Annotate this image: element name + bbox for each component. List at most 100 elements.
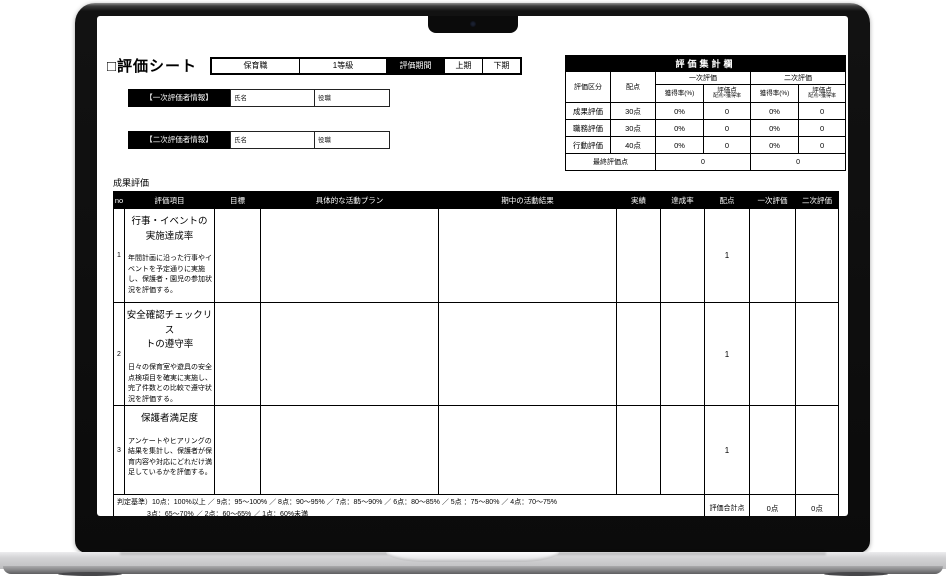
goal-cell[interactable]	[214, 301, 261, 407]
secondary-evaluator-section-label: 【二次評価者情報】	[128, 131, 230, 149]
primary-eval-cell[interactable]	[749, 405, 796, 496]
primary-evaluator-section-label: 【一次評価者情報】	[128, 89, 230, 107]
points-cell: 1	[704, 405, 750, 496]
points-cell: 1	[704, 301, 750, 407]
summary-row-behavior: 行動評価 40点 0% 0 0% 0	[565, 136, 847, 154]
actual-cell[interactable]	[616, 405, 661, 496]
summary-row-results: 成果評価 30点 0% 0 0% 0	[565, 102, 847, 120]
summary-secondary-score-header: 評価点 配点×獲得率	[797, 84, 847, 103]
score-header-label: 評価点	[812, 87, 832, 95]
score-header-formula: 配点×獲得率	[713, 93, 741, 100]
header-points: 配点	[704, 191, 750, 209]
header-actual: 実績	[616, 191, 661, 209]
points-cell: 30点	[610, 102, 656, 120]
points-cell: 30点	[610, 119, 656, 137]
secondary-eval-cell[interactable]	[795, 405, 839, 496]
summary-primary-header: 一次評価	[655, 71, 751, 85]
primary-eval-cell[interactable]	[749, 301, 796, 407]
summary-primary-rate-header: 獲得率(%)	[655, 84, 704, 103]
plan-cell[interactable]	[260, 301, 439, 407]
secondary-score-cell: 0	[797, 136, 847, 154]
secondary-eval-cell[interactable]	[795, 208, 839, 303]
total-score-label: 評価合計点	[704, 494, 750, 516]
base-bottom-edge	[3, 566, 943, 574]
goal-cell[interactable]	[214, 405, 261, 496]
primary-rate-cell: 0%	[655, 136, 704, 154]
primary-score-cell: 0	[703, 136, 751, 154]
rate-cell[interactable]	[660, 405, 705, 496]
item-title: 安全確認チェックリス トの遵守率	[126, 310, 213, 351]
criteria-line-1: 判定基準）10点：100%以上 ／ 9点：95～100% ／ 8点：90～95%…	[117, 499, 558, 507]
header-rate: 達成率	[660, 191, 705, 209]
points-cell: 40点	[610, 136, 656, 154]
result-cell[interactable]	[438, 208, 617, 303]
primary-evaluator-name-field[interactable]: 氏名	[234, 95, 247, 102]
item-cell: 安全確認チェックリス トの遵守率 日々の保育室や遊具の安全点検項目を確実に実施し…	[124, 301, 215, 407]
item-description: 年間計画に沿った行事やイベントを予定通りに実施し、保護者・園児の参加状況を評価す…	[128, 255, 212, 294]
header-no: no	[113, 191, 125, 209]
item-title: 行事・イベントの 実施達成率	[131, 216, 208, 242]
secondary-rate-cell: 0%	[750, 136, 799, 154]
item-cell: 行事・イベントの 実施達成率 年間計画に沿った行事やイベントを予定通りに実施し、…	[124, 208, 215, 303]
rubber-foot	[824, 572, 888, 576]
table-row: 2 安全確認チェックリス トの遵守率 日々の保育室や遊具の安全点検項目を確実に実…	[113, 301, 839, 407]
rubber-foot	[58, 572, 122, 576]
primary-eval-cell[interactable]	[749, 208, 796, 303]
category-cell: 成果評価	[565, 102, 611, 120]
actual-cell[interactable]	[616, 208, 661, 303]
plan-cell[interactable]	[260, 405, 439, 496]
rate-cell[interactable]	[660, 301, 705, 407]
header-primary: 一次評価	[749, 191, 796, 209]
total-secondary-score: 0点	[795, 494, 839, 516]
secondary-evaluator-block: 【二次評価者情報】 氏名 役職	[128, 131, 390, 149]
secondary-eval-cell[interactable]	[795, 301, 839, 407]
category-cell: 行動評価	[565, 136, 611, 154]
primary-evaluator-block: 【一次評価者情報】 氏名 役職	[128, 89, 390, 107]
table-row: 1 行事・イベントの 実施達成率 年間計画に沿った行事やイベントを予定通りに実施…	[113, 208, 839, 303]
first-half-option[interactable]: 上期	[444, 58, 483, 74]
criteria-cell: 判定基準）10点：100%以上 ／ 9点：95～100% ／ 8点：90～95%…	[113, 494, 705, 516]
total-primary-score: 0点	[749, 494, 796, 516]
row-no: 3	[113, 405, 125, 496]
grade-cell[interactable]: 1等級	[299, 58, 387, 74]
row-no: 2	[113, 301, 125, 407]
primary-rate-cell: 0%	[655, 119, 704, 137]
final-score-label: 最終評価点	[565, 153, 656, 171]
final-secondary-score: 0	[749, 153, 847, 171]
item-cell: 保護者満足度 アンケートやヒアリングの結果を集計し、保護者が保育内容や対応にどれ…	[124, 405, 215, 496]
score-header-formula: 配点×獲得率	[808, 93, 836, 100]
summary-secondary-header: 二次評価	[749, 71, 847, 85]
header-goal: 目標	[214, 191, 261, 209]
secondary-rate-cell: 0%	[750, 119, 799, 137]
points-cell: 1	[704, 208, 750, 303]
primary-evaluator-fields: 氏名 役職	[230, 89, 390, 107]
result-cell[interactable]	[438, 405, 617, 496]
table-header-row: no 評価項目 目標 具体的な活動プラン 期中の活動結果 実績 達成率 配点 一…	[113, 191, 839, 209]
camera-icon	[470, 21, 476, 27]
result-cell[interactable]	[438, 301, 617, 407]
secondary-evaluator-fields: 氏名 役職	[230, 131, 390, 149]
summary-table: 評価集計欄 評価区分 配点 一次評価 二次評価 獲得率(%) 評価点 配点×獲得…	[564, 55, 847, 171]
summary-category-header: 評価区分	[565, 71, 611, 103]
row-no: 1	[113, 208, 125, 303]
second-half-option[interactable]: 下期	[482, 58, 521, 74]
primary-evaluator-role-field[interactable]: 役職	[314, 90, 389, 106]
primary-rate-cell: 0%	[655, 102, 704, 120]
secondary-evaluator-name-field[interactable]: 氏名	[234, 137, 247, 144]
rate-cell[interactable]	[660, 208, 705, 303]
goal-cell[interactable]	[214, 208, 261, 303]
job-type-cell[interactable]: 保育職	[211, 58, 300, 74]
category-cell: 職務評価	[565, 119, 611, 137]
final-primary-score: 0	[655, 153, 751, 171]
plan-cell[interactable]	[260, 208, 439, 303]
secondary-evaluator-role-field[interactable]: 役職	[314, 132, 389, 148]
actual-cell[interactable]	[616, 301, 661, 407]
secondary-score-cell: 0	[797, 102, 847, 120]
header-secondary: 二次評価	[795, 191, 839, 209]
results-section-label: 成果評価	[113, 178, 150, 188]
item-description: アンケートやヒアリングの結果を集計し、保護者が保育内容や対応にどれだけ満足してい…	[128, 437, 212, 477]
criteria-row: 判定基準）10点：100%以上 ／ 9点：95～100% ／ 8点：90～95%…	[113, 494, 839, 516]
table-row: 3 保護者満足度 アンケートやヒアリングの結果を集計し、保護者が保育内容や対応に…	[113, 405, 839, 496]
item-description: 日々の保育室や遊具の安全点検項目を確実に実施し、完了件数との比較で遵守状況を評価…	[128, 364, 212, 403]
criteria-line-2: 3点：65～70% ／ 2点：60～65% ／ 1点：60%未満	[147, 511, 309, 516]
